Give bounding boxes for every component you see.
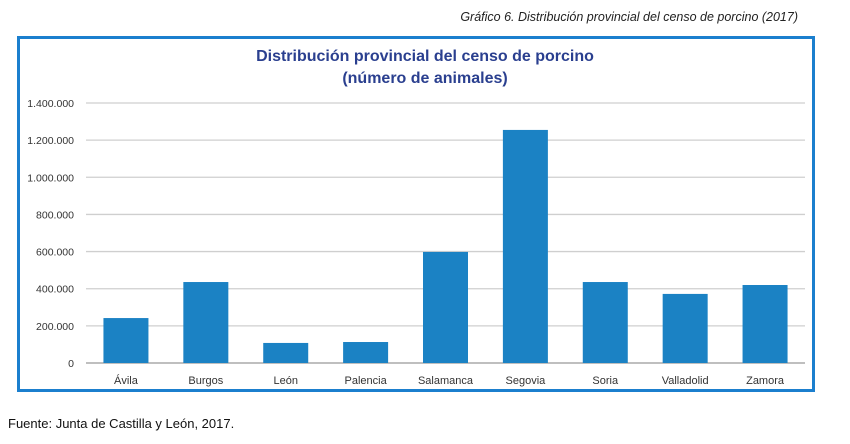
x-tick-label: Salamanca [418,375,474,387]
y-tick-label: 600.000 [36,247,74,259]
y-tick-label: 1.200.000 [27,135,74,147]
bar-ávila [103,318,149,363]
bar-valladolid [662,293,708,363]
bar-segovia [502,129,548,363]
x-tick-label: Soria [592,375,619,387]
chart-title-main: Distribución provincial del censo de por… [256,48,594,65]
chart-subtitle: (número de animales) [342,70,508,87]
y-tick-label: 400.000 [36,284,74,296]
bar-salamanca [423,251,468,363]
x-tick-label: Palencia [345,375,388,387]
x-tick-label: Segovia [506,375,547,387]
x-tick-label: Ávila [114,374,139,387]
x-tick-label: León [273,375,297,387]
y-tick-label: 200.000 [36,321,74,333]
y-tick-label: 0 [68,358,74,370]
bar-zamora [742,285,788,363]
bar-león [263,342,309,363]
x-tick-label: Burgos [188,375,223,387]
source-note: Fuente: Junta de Castilla y León, 2017. [8,416,235,431]
x-tick-label: Zamora [746,375,785,387]
bar-palencia [343,342,389,363]
chart-title: Distribución provincial del censo de por… [0,46,850,90]
figure-caption: Gráfico 6. Distribución provincial del c… [460,10,798,24]
y-tick-label: 1.000.000 [27,172,74,184]
x-tick-label: Valladolid [662,375,709,387]
bar-burgos [183,282,229,363]
y-tick-label: 800.000 [36,209,74,221]
y-tick-label: 1.400.000 [27,98,74,110]
bar-soria [582,282,628,363]
chart-frame [17,36,815,392]
